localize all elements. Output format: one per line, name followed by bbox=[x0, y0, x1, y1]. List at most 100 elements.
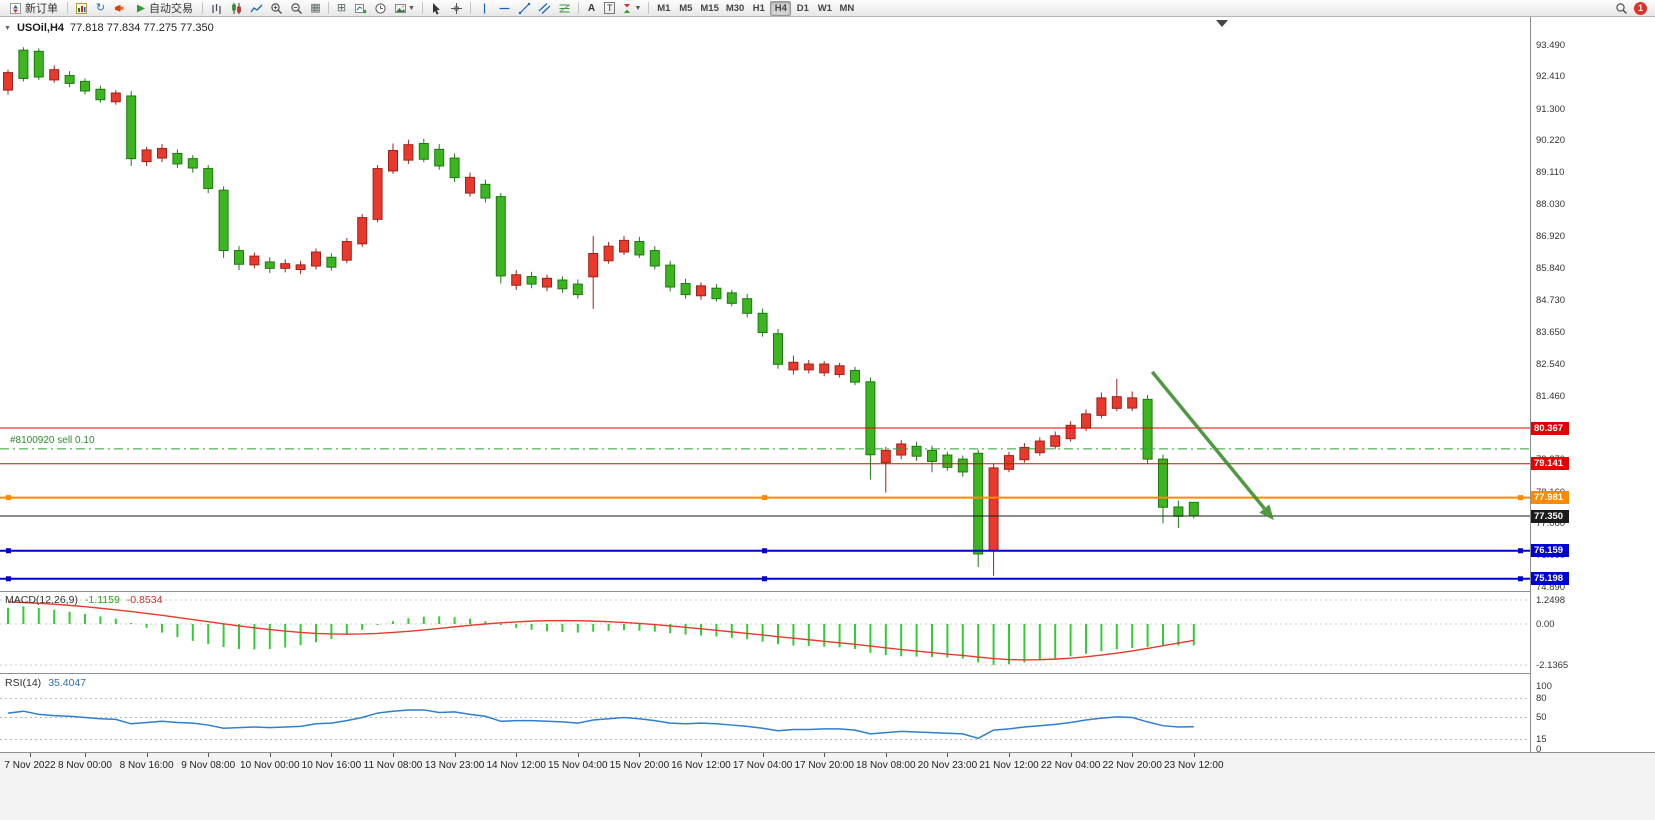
candlestick-chart-button[interactable] bbox=[227, 1, 246, 16]
time-tick bbox=[85, 753, 86, 757]
cursor-button[interactable] bbox=[427, 1, 446, 16]
macd-signal-line bbox=[7, 601, 1194, 661]
line-handle[interactable] bbox=[6, 495, 11, 501]
toolbar-separator bbox=[648, 2, 650, 14]
news-button[interactable] bbox=[110, 1, 129, 16]
line-handle[interactable] bbox=[762, 576, 767, 582]
timeframe-m1[interactable]: M1 bbox=[657, 2, 671, 14]
time-label: 23 Nov 12:00 bbox=[1164, 760, 1224, 771]
zoom-in-button[interactable] bbox=[267, 1, 286, 16]
toolbar: 新订单 ↻ 自动交易 ▦ ⊞ ▼ A T ▼ M1 bbox=[0, 0, 1655, 17]
chart-shift-marker[interactable] bbox=[1216, 20, 1228, 27]
price-badge: 75.198 bbox=[1531, 572, 1569, 586]
timeframe-m30[interactable]: M30 bbox=[725, 2, 745, 14]
crosshair-button[interactable] bbox=[447, 1, 466, 16]
macd-signal-value: -0.8534 bbox=[126, 594, 163, 606]
time-label: 16 Nov 12:00 bbox=[671, 760, 731, 771]
arrows-tool-button[interactable]: ▼ bbox=[619, 1, 644, 16]
rsi-scale-tick: 0 bbox=[1536, 743, 1542, 755]
new-order-button[interactable]: 新订单 bbox=[4, 1, 63, 16]
line-handle[interactable] bbox=[762, 548, 767, 554]
time-tick bbox=[393, 753, 394, 757]
candlestick-icon bbox=[230, 2, 243, 15]
grid-button[interactable]: ▦ bbox=[307, 1, 324, 16]
new-chart-icon bbox=[354, 2, 367, 15]
auto-trading-button[interactable]: 自动交易 bbox=[130, 1, 198, 16]
horizontal-line-icon bbox=[498, 2, 511, 15]
macd-scale-tick: 0.00 bbox=[1536, 618, 1555, 630]
price-tick: 88.030 bbox=[1536, 198, 1566, 210]
rsi-panel-canvas[interactable] bbox=[0, 674, 1530, 752]
panel-divider[interactable] bbox=[0, 673, 1655, 674]
line-handle[interactable] bbox=[762, 495, 767, 501]
time-tick bbox=[269, 753, 271, 757]
timeframe-m15[interactable]: M15 bbox=[700, 2, 719, 14]
channel-button[interactable] bbox=[535, 1, 554, 16]
line-handle[interactable] bbox=[6, 576, 11, 582]
time-label: 17 Nov 20:00 bbox=[794, 760, 854, 771]
time-label: 10 Nov 16:00 bbox=[301, 760, 362, 771]
period-button[interactable] bbox=[371, 1, 390, 16]
line-chart-icon bbox=[250, 2, 263, 15]
line-handle[interactable] bbox=[6, 548, 11, 554]
text-label-tool-button[interactable]: T bbox=[601, 1, 619, 16]
line-handle[interactable] bbox=[1518, 495, 1523, 501]
collapse-arrow-icon[interactable]: ▼ bbox=[4, 24, 11, 32]
rsi-scale-tick: 100 bbox=[1536, 680, 1552, 692]
panel-divider[interactable] bbox=[0, 591, 1655, 592]
bar-chart-icon bbox=[210, 2, 223, 15]
template-button[interactable]: ▼ bbox=[391, 1, 418, 16]
price-tick: 86.920 bbox=[1536, 231, 1566, 243]
time-label: 14 Nov 12:00 bbox=[486, 760, 546, 771]
trendline-button[interactable] bbox=[515, 1, 534, 16]
time-label: 8 Nov 16:00 bbox=[119, 760, 174, 771]
zoom-out-button[interactable] bbox=[287, 1, 306, 16]
timeframe-d1[interactable]: D1 bbox=[796, 2, 809, 14]
price-scale[interactable]: 94.60093.49092.41091.30090.22089.11088.0… bbox=[1530, 7, 1655, 755]
line-chart-button[interactable] bbox=[247, 1, 266, 16]
text-tool-button[interactable]: A bbox=[583, 1, 600, 16]
price-badge: 79.141 bbox=[1531, 457, 1569, 471]
new-order-icon bbox=[9, 2, 22, 15]
main-chart-canvas[interactable] bbox=[0, 17, 1530, 591]
timeframe-mn[interactable]: MN bbox=[839, 2, 855, 14]
search-button[interactable] bbox=[1612, 1, 1631, 16]
timeframe-m5[interactable]: M5 bbox=[679, 2, 693, 14]
refresh-button[interactable]: ↻ bbox=[92, 1, 109, 16]
time-label: 17 Nov 04:00 bbox=[732, 760, 793, 771]
timeframe-h4[interactable]: H4 bbox=[770, 0, 792, 16]
refresh-icon: ↻ bbox=[95, 1, 106, 14]
time-label: 8 Nov 00:00 bbox=[58, 760, 112, 771]
time-tick bbox=[1009, 753, 1010, 757]
time-tick bbox=[1132, 753, 1134, 757]
vertical-line-button[interactable] bbox=[475, 1, 494, 16]
price-tick: 81.460 bbox=[1536, 390, 1566, 402]
tile-windows-button[interactable]: ⊞ bbox=[333, 1, 350, 16]
line-handle[interactable] bbox=[1518, 548, 1523, 554]
line-handle[interactable] bbox=[1518, 576, 1523, 582]
notification-badge[interactable]: 1 bbox=[1634, 1, 1647, 15]
time-axis[interactable]: 7 Nov 2022 8 Nov 00:00 8 Nov 16:00 9 Nov 08… bbox=[0, 752, 1655, 820]
time-label: 18 Nov 08:00 bbox=[856, 760, 916, 771]
time-label: 15 Nov 20:00 bbox=[609, 760, 670, 771]
chart-window-button[interactable] bbox=[72, 1, 91, 16]
text-label-icon: T bbox=[603, 2, 616, 14]
toolbar-separator bbox=[202, 2, 203, 14]
timeframe-group: M1 M5 M15 M30 H1 H4 D1 W1 MN bbox=[653, 0, 857, 16]
time-label: 21 Nov 12:00 bbox=[979, 760, 1039, 771]
fibonacci-button[interactable] bbox=[555, 1, 574, 16]
search-icon bbox=[1615, 2, 1628, 15]
macd-panel-canvas[interactable] bbox=[0, 592, 1530, 673]
time-tick bbox=[701, 753, 702, 757]
price-tick: 91.300 bbox=[1536, 103, 1566, 115]
macd-scale-tick: 1.2498 bbox=[1536, 594, 1566, 606]
timeframe-w1[interactable]: W1 bbox=[817, 2, 832, 14]
new-chart-button[interactable] bbox=[351, 1, 370, 16]
macd-label: MACD(12,26,9) -1.1159 -0.8534 bbox=[5, 594, 162, 606]
price-tick: 82.540 bbox=[1536, 359, 1566, 371]
bar-chart-button[interactable] bbox=[207, 1, 226, 16]
trend-arrow[interactable] bbox=[1150, 370, 1266, 510]
timeframe-h1[interactable]: H1 bbox=[752, 2, 765, 14]
toolbar-separator bbox=[577, 2, 579, 14]
horizontal-line-button[interactable] bbox=[495, 1, 514, 16]
